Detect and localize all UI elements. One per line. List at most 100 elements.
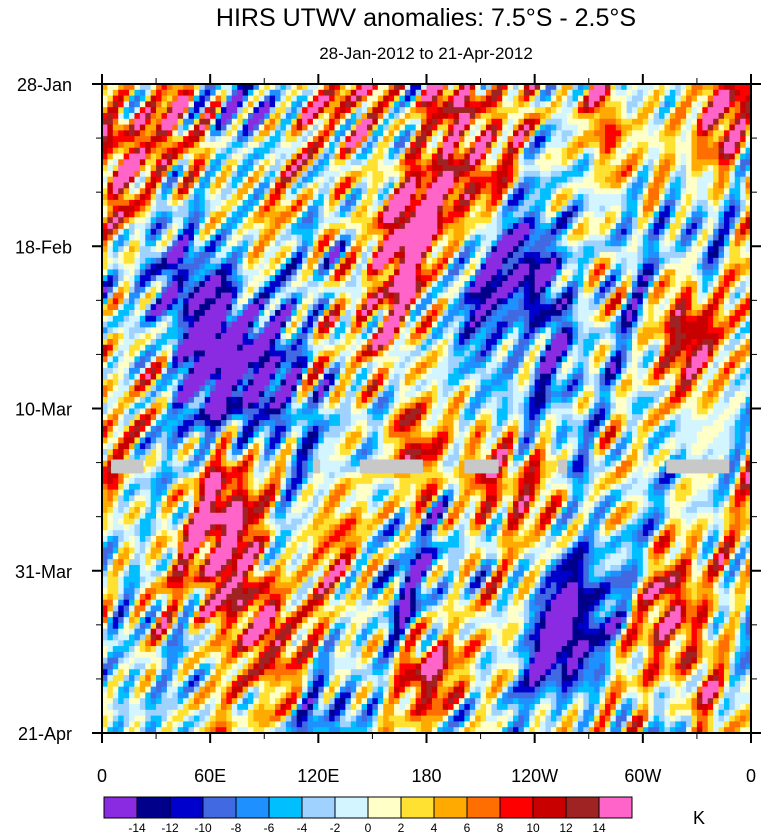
heatmap-cell [329, 112, 336, 120]
heatmap-cell [610, 228, 617, 236]
heatmap-cell [545, 84, 552, 91]
heatmap-cell [161, 281, 168, 288]
heatmap-cell [696, 165, 703, 172]
heatmap-cell [237, 321, 244, 328]
heatmap-cell [421, 101, 428, 108]
heatmap-cell [156, 269, 163, 276]
heatmap-cell [583, 107, 590, 114]
heatmap-cell [323, 281, 330, 288]
heatmap-cell [312, 130, 319, 137]
heatmap-cell [129, 101, 136, 108]
heatmap-cell [399, 217, 406, 224]
heatmap-cell [394, 240, 401, 247]
heatmap-cell [323, 286, 330, 294]
heatmap-cell [442, 136, 449, 143]
heatmap-cell [156, 257, 163, 265]
heatmap-cell [632, 101, 639, 108]
heatmap-cell [220, 246, 227, 253]
heatmap-cell [275, 228, 282, 236]
heatmap-cell [421, 130, 428, 137]
heatmap-cell [518, 182, 525, 189]
heatmap-cell [150, 84, 157, 91]
heatmap-cell [193, 240, 200, 247]
heatmap-cell [199, 263, 206, 271]
heatmap-cell [350, 89, 357, 97]
heatmap-cell [307, 228, 314, 236]
heatmap-cell [572, 211, 579, 218]
heatmap-cell [199, 124, 206, 131]
heatmap-cell [248, 292, 255, 299]
heatmap-cell [431, 188, 438, 195]
heatmap-cell [448, 84, 455, 91]
heatmap-cell [372, 194, 379, 201]
heatmap-cell [702, 211, 709, 218]
heatmap-cell [410, 124, 417, 131]
heatmap-cell [437, 240, 444, 247]
heatmap-cell [588, 95, 595, 102]
heatmap-cell [269, 315, 276, 323]
heatmap-cell [707, 234, 714, 242]
heatmap-cell [118, 124, 125, 131]
heatmap-cell [702, 89, 709, 97]
heatmap-cell [545, 147, 552, 155]
heatmap-cell [421, 281, 428, 288]
heatmap-cell [556, 211, 563, 218]
heatmap-cell [426, 165, 433, 172]
heatmap-cell [567, 101, 574, 108]
heatmap-cell [572, 84, 579, 91]
heatmap-cell [626, 182, 633, 189]
heatmap-cell [610, 223, 617, 230]
heatmap-cell [583, 112, 590, 120]
heatmap-cell [664, 95, 671, 102]
heatmap-cell [626, 281, 633, 288]
heatmap-cell [485, 223, 492, 230]
heatmap-cell [112, 205, 119, 213]
heatmap-cell [642, 147, 649, 155]
heatmap-cell [350, 263, 357, 271]
heatmap-cell [415, 211, 422, 218]
heatmap-cell [356, 240, 363, 247]
heatmap-cell [107, 228, 114, 236]
heatmap-cell [220, 205, 227, 213]
heatmap-cell [410, 263, 417, 271]
heatmap-cell [669, 217, 676, 224]
heatmap-cell [323, 124, 330, 131]
heatmap-cell [118, 107, 125, 114]
heatmap-cell [248, 95, 255, 102]
heatmap-cell [172, 159, 179, 166]
heatmap-cell [567, 182, 574, 189]
heatmap-cell [361, 281, 368, 288]
heatmap-cell [312, 240, 319, 247]
heatmap-cell [713, 246, 720, 253]
heatmap-cell [302, 205, 309, 213]
heatmap-cell [588, 182, 595, 189]
heatmap-cell [485, 124, 492, 131]
heatmap-cell [588, 147, 595, 155]
heatmap-cell [421, 170, 428, 178]
heatmap-cell [442, 252, 449, 259]
heatmap-cell [118, 321, 125, 328]
heatmap-cell [226, 107, 233, 114]
heatmap-cell [199, 315, 206, 323]
heatmap-cell [442, 118, 449, 126]
heatmap-cell [713, 141, 720, 149]
heatmap-cell [626, 252, 633, 259]
heatmap-cell [485, 257, 492, 265]
heatmap-cell [172, 112, 179, 120]
heatmap-cell [680, 182, 687, 189]
heatmap-cell [275, 118, 282, 126]
heatmap-cell [718, 159, 725, 166]
heatmap-cell [480, 292, 487, 299]
heatmap-cell [107, 292, 114, 299]
heatmap-cell [577, 95, 584, 102]
heatmap-cell [161, 124, 168, 131]
heatmap-cell [318, 141, 325, 149]
heatmap-cell [188, 107, 195, 114]
heatmap-cell [577, 159, 584, 166]
heatmap-cell [361, 228, 368, 236]
heatmap-cell [518, 107, 525, 114]
heatmap-cell [718, 95, 725, 102]
heatmap-cell [626, 95, 633, 102]
heatmap-cell [415, 240, 422, 247]
heatmap-cell [442, 269, 449, 276]
